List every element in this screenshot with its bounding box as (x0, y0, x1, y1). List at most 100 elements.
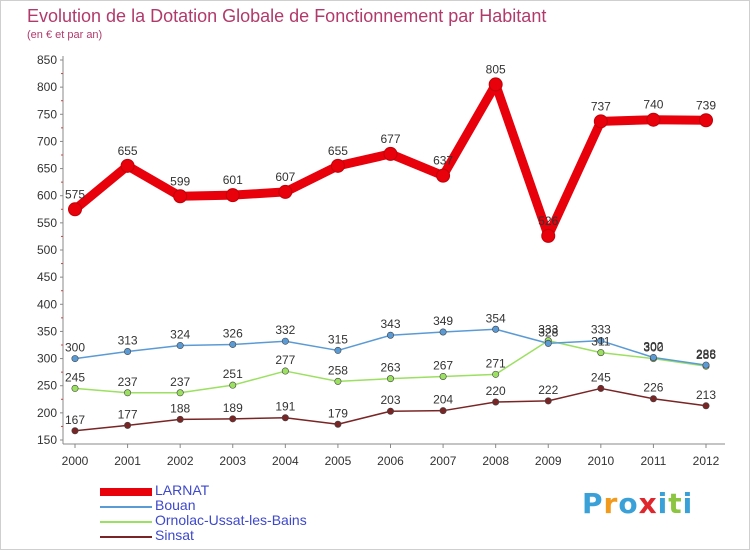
x-tick-label: 2001 (114, 454, 141, 468)
data-point (124, 348, 132, 356)
data-label: 188 (170, 401, 190, 415)
chart-title: Evolution de la Dotation Globale de Fonc… (27, 6, 547, 26)
data-label: 263 (380, 361, 400, 375)
legend-label: Bouan (155, 497, 196, 513)
data-label: 237 (118, 375, 138, 389)
data-point (278, 184, 293, 199)
data-point (492, 325, 500, 333)
logo-letter: t (668, 487, 683, 520)
data-point (383, 146, 398, 161)
data-label: 599 (170, 174, 190, 188)
data-point (386, 331, 394, 339)
data-label: 245 (65, 370, 85, 384)
data-label: 655 (328, 144, 348, 158)
data-label: 655 (118, 144, 138, 158)
data-point (225, 188, 240, 203)
data-point (699, 113, 713, 128)
legend-swatch (100, 536, 152, 538)
data-point (439, 407, 447, 415)
data-label: 526 (538, 214, 558, 228)
data-point (281, 337, 289, 345)
data-label: 177 (118, 407, 138, 421)
legend-label: Sinsat (155, 527, 194, 543)
data-label: 245 (591, 370, 611, 384)
data-point (173, 189, 188, 204)
data-label: 349 (433, 314, 453, 328)
data-label: 575 (65, 187, 85, 201)
data-point (120, 158, 135, 173)
x-tick-label: 2000 (62, 454, 89, 468)
x-tick-label: 2007 (430, 454, 457, 468)
data-point (544, 397, 552, 405)
data-label: 286 (696, 348, 716, 362)
data-point (281, 367, 289, 375)
data-label: 607 (275, 170, 295, 184)
data-label: 313 (118, 334, 138, 348)
data-point (702, 361, 710, 369)
data-label: 805 (486, 62, 506, 76)
y-tick-label: 300 (37, 352, 57, 366)
data-point (492, 370, 500, 378)
data-point (439, 328, 447, 336)
x-tick-label: 2006 (377, 454, 404, 468)
y-tick-label: 200 (37, 406, 57, 420)
data-label: 179 (328, 406, 348, 420)
data-point (281, 414, 289, 422)
data-label: 326 (223, 326, 243, 340)
legend-swatch (100, 488, 152, 496)
data-label: 300 (65, 341, 85, 355)
data-point (649, 395, 657, 403)
data-point (71, 355, 79, 363)
data-label: 311 (591, 335, 610, 349)
data-label: 302 (643, 339, 663, 353)
data-label: 203 (380, 393, 400, 407)
data-label: 677 (380, 132, 400, 146)
legend-label: Ornolac-Ussat-les-Bains (155, 512, 307, 528)
data-label: 333 (538, 323, 558, 337)
data-label: 740 (643, 98, 663, 112)
data-label: 271 (486, 356, 506, 370)
y-tick-label: 750 (37, 107, 57, 121)
y-tick-label: 800 (37, 80, 57, 94)
logo-letter: P (582, 487, 604, 520)
logo-letter: x (638, 487, 658, 520)
data-point (597, 349, 605, 357)
data-label: 300 (643, 341, 663, 355)
data-label: 354 (486, 311, 506, 325)
data-label: 204 (433, 393, 453, 407)
data-label: 328 (538, 325, 558, 339)
data-label: 167 (65, 413, 85, 427)
data-label: 333 (591, 323, 611, 337)
data-point (646, 112, 661, 127)
y-tick-label: 500 (37, 243, 57, 257)
x-tick-label: 2003 (219, 454, 246, 468)
data-label: 737 (591, 99, 611, 113)
data-label: 222 (538, 383, 558, 397)
data-point (124, 421, 132, 429)
x-tick-label: 2005 (325, 454, 352, 468)
data-point (386, 407, 394, 415)
y-tick-label: 550 (37, 216, 57, 230)
logo-letter: r (603, 487, 619, 520)
data-point (649, 353, 657, 361)
data-point (488, 77, 503, 92)
x-tick-label: 2004 (272, 454, 299, 468)
data-point (176, 342, 184, 350)
data-point (176, 415, 184, 423)
data-point (71, 427, 79, 435)
chart-subtitle: (en € et par an) (27, 29, 103, 41)
data-label: 189 (223, 401, 243, 415)
data-label: 277 (275, 353, 295, 367)
x-tick-label: 2010 (587, 454, 614, 468)
data-point (229, 415, 237, 423)
data-point (541, 228, 556, 243)
legend-label: LARNAT (155, 482, 210, 498)
data-point (544, 339, 552, 347)
data-point (439, 372, 447, 380)
data-label: 226 (643, 381, 663, 395)
data-point (124, 389, 132, 397)
data-label: 637 (433, 154, 453, 168)
y-tick-label: 850 (37, 53, 57, 67)
data-point (68, 202, 82, 217)
